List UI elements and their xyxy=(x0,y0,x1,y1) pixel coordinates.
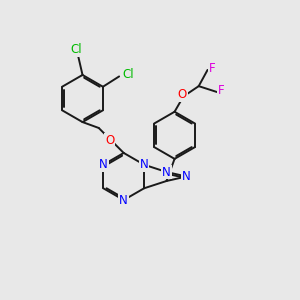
Text: Cl: Cl xyxy=(71,43,82,56)
Text: Cl: Cl xyxy=(122,68,134,82)
Text: N: N xyxy=(119,194,128,207)
Text: F: F xyxy=(209,62,215,75)
Text: N: N xyxy=(182,170,191,183)
Text: N: N xyxy=(140,158,148,171)
Text: F: F xyxy=(218,84,225,97)
Text: O: O xyxy=(105,134,114,147)
Text: O: O xyxy=(177,88,187,101)
Text: N: N xyxy=(99,158,108,171)
Text: N: N xyxy=(162,166,171,178)
